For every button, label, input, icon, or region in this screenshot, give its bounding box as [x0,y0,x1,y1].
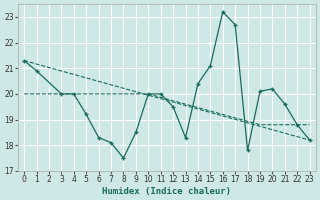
X-axis label: Humidex (Indice chaleur): Humidex (Indice chaleur) [102,187,231,196]
